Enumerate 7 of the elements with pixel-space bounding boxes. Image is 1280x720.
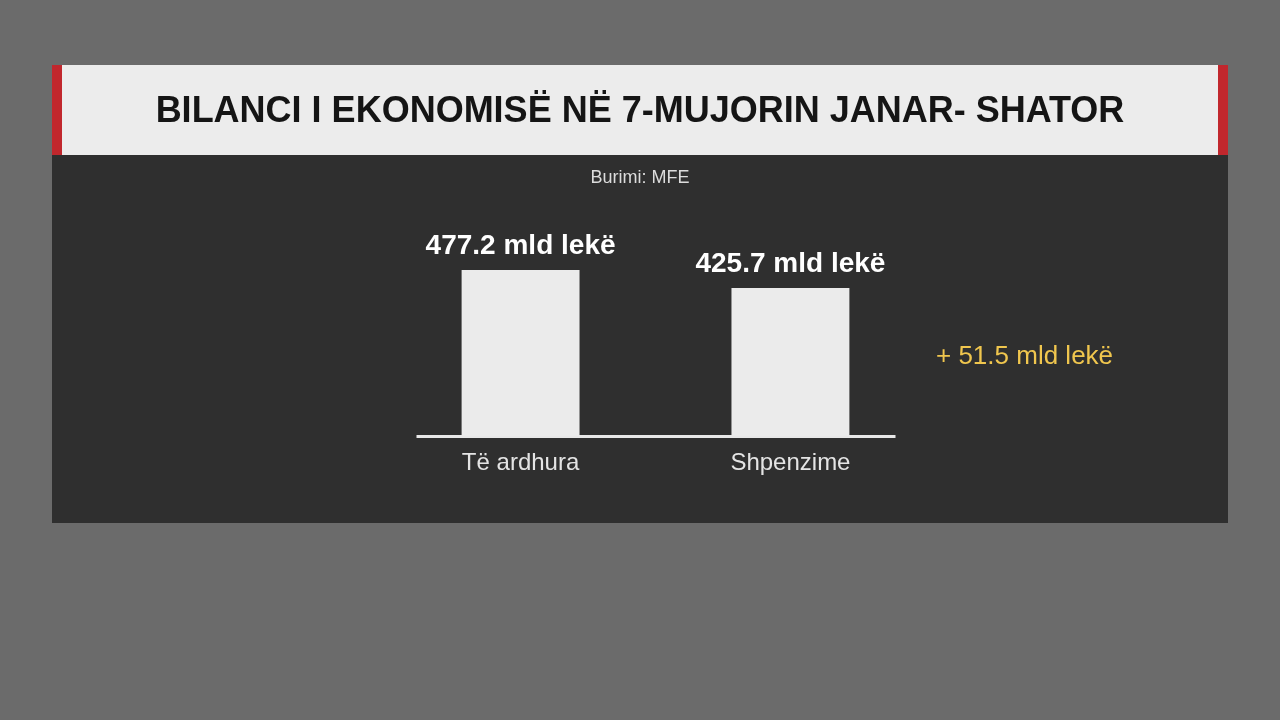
data-label: 477.2 mld lekë [425,229,616,260]
text: Burimi: MFE [590,167,690,187]
text: + 51.5 mld lekë [936,340,1114,370]
data-label: 425.7 mld lekë [695,246,886,278]
chart-title: BILANCI I EKONOMISË NË 7-MUJORIN JANAR- SHATOR [155,89,1125,131]
x-tick-label: Të ardhura [461,447,580,475]
x-tick-label: Shpenzime [730,447,851,475]
